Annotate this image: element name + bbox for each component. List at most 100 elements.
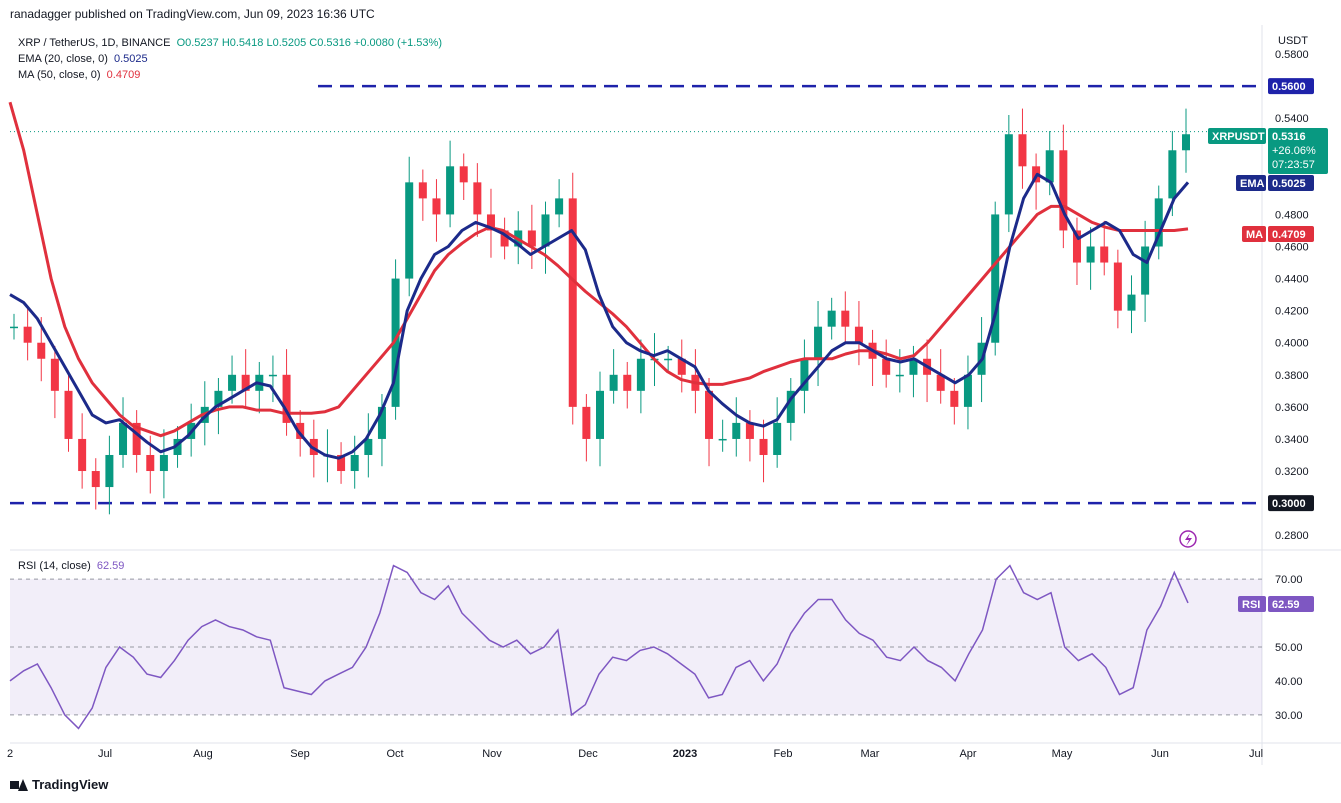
candle-body [228,374,237,391]
time-tick-label: 2 [7,748,13,760]
rsi-legend-value: 62.59 [96,560,125,572]
candle-body [950,390,959,407]
tradingview-brand: TradingView [32,777,109,792]
candle-body [50,358,59,391]
symbol-tag-text: XRPUSDT [1212,131,1265,143]
candle-body [1127,294,1136,311]
candle-body [541,214,550,247]
price-tick-label: 0.5800 [1275,49,1309,61]
candle-body [827,310,836,327]
candle-body [1113,262,1122,311]
candle-body [282,374,291,423]
ema-line [9,172,1190,460]
price-badge-text: 0.5316 [1272,131,1306,143]
time-tick-label: Oct [386,748,403,760]
candle-body [64,390,73,439]
time-tick-label: Nov [482,748,502,760]
ma-tag [1242,226,1266,242]
price-tick-label: 0.4000 [1275,338,1309,350]
ema-badge [1268,175,1314,191]
candle-body [459,166,468,183]
rsi-tag [1238,596,1266,612]
symbol-tag [1208,128,1266,144]
candle-body [377,406,386,439]
time-tick-label: Jul [98,748,112,760]
price-tick-label: 0.3400 [1275,434,1309,446]
time-tick-label: Feb [774,748,793,760]
candle-body [10,326,18,329]
price-badge [1268,128,1328,174]
candle-body [1141,246,1150,295]
candle-body [119,422,128,455]
resistance-badge [1268,78,1314,95]
ma-row: MA (50, close, 0) 0.4709 [18,67,442,83]
price-tick-label: 0.5400 [1275,113,1309,125]
candle-body [78,438,87,472]
support-badge-text: 0.3000 [1272,498,1306,510]
price-tick-label: 0.3600 [1275,402,1309,414]
candle-body [773,422,782,455]
candle-body [486,214,495,231]
candle-body [582,406,591,439]
candle-body [555,198,564,215]
candle-body [936,374,945,391]
ma-value: 0.4709 [106,69,141,81]
symbol-label: XRP / TetherUS, 1D, BINANCE [18,37,171,49]
candle-body [446,166,455,215]
time-tick-label: Sep [290,748,310,760]
candle-body [132,422,141,455]
rsi-tag-text: RSI [1242,599,1260,611]
candle-body [391,278,400,407]
time-tick-label: Aug [193,748,213,760]
time-tick-label: Jun [1151,748,1169,760]
rsi-tick-label: 40.00 [1275,676,1303,688]
candle-body [500,230,509,247]
rsi-tick-label: 30.00 [1275,710,1303,722]
price-tick-label: 0.4800 [1275,209,1309,221]
price-badge-text: +26.06% [1272,145,1316,157]
candle-body [146,454,155,472]
candle-body [473,182,482,215]
rsi-label: RSI (14, close) [18,560,91,572]
price-tick-label: 0.4600 [1275,242,1309,254]
time-tick-label: 2023 [673,748,697,760]
candle-body [854,326,863,343]
candle-body [705,390,714,439]
ma-tag-text: MA [1246,229,1263,241]
time-tick-label: Apr [959,748,976,760]
candle-body [814,326,823,359]
candle-body [800,358,809,391]
candle-body [23,326,32,343]
price-tick-label: 0.3200 [1275,466,1309,478]
candle-body [895,374,904,377]
time-tick-label: Dec [578,748,598,760]
candle-body [405,182,414,279]
rsi-tick-label: 70.00 [1275,574,1303,586]
currency-label: USDT [1278,35,1308,47]
candle-body [1072,230,1081,263]
candle-body [609,374,618,391]
price-tick-label: 0.4400 [1275,274,1309,286]
tradingview-logo-icon [10,778,28,791]
ma-badge-text: 0.4709 [1272,229,1306,241]
ema-badge-text: 0.5025 [1272,178,1306,190]
candle-body [37,342,46,359]
candle-body [786,390,795,423]
price-tick-label: 0.4200 [1275,306,1309,318]
candle-body [1018,134,1027,167]
candle-body [105,454,114,488]
ema-tag-text: EMA [1240,178,1265,190]
candle-body [841,310,850,327]
price-badge-text: 07:23:57 [1272,159,1315,171]
time-tick-label: Jul [1249,748,1263,760]
candle-body [732,422,741,439]
candle-body [759,438,768,455]
candle-body [1100,246,1109,263]
rsi-line [9,564,1189,730]
candle-body [623,374,632,391]
candle-body [350,454,359,472]
candle-body [1182,134,1190,151]
ema-value: 0.5025 [114,53,148,65]
flash-bolt-icon [1185,533,1192,546]
